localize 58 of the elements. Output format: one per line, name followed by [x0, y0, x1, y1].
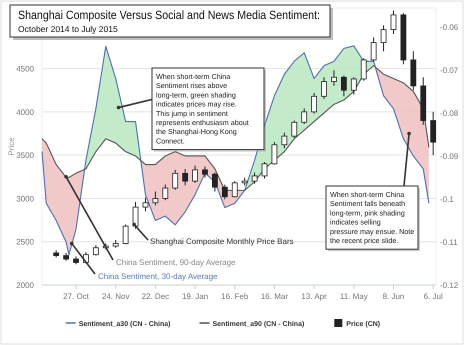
y-axis-title: Price: [7, 136, 16, 156]
y2-tick-label: -0.12: [440, 281, 459, 290]
candlestick: [162, 184, 168, 201]
x-tick-label: 13. Apr: [301, 292, 328, 301]
y-tick-label: 4000: [16, 108, 35, 117]
candlestick: [192, 165, 198, 184]
candlestick: [380, 24, 386, 52]
annotation: China Sentiment, 30-day Average: [98, 272, 218, 281]
candlestick: [212, 172, 218, 192]
candlestick: [92, 244, 99, 256]
candlestick: [132, 201, 138, 230]
candlestick: [122, 224, 129, 245]
candlestick: [222, 184, 228, 200]
text: October 2014 to July 2015: [18, 24, 118, 34]
candlestick: [152, 191, 158, 206]
y2-tick-label: -0.1: [440, 194, 454, 204]
chart-title: Shanghai Composite Versus Social and News Media Sentiment:: [18, 8, 359, 22]
candlestick: [360, 58, 367, 82]
candlestick: [142, 197, 148, 212]
candlestick: [350, 76, 357, 96]
y-tick-label: 2000: [16, 281, 35, 290]
x-tick-label: 6. Jul: [424, 292, 443, 301]
candlestick: [172, 169, 178, 190]
x-tick-label: 16. Mar: [260, 292, 288, 301]
candlestick: [301, 108, 308, 124]
x-tick-label: 16. Feb: [221, 292, 249, 301]
y2-tick-label: -0.07: [440, 66, 459, 75]
annotation: China Sentiment, 90-day Average: [116, 258, 236, 267]
candlestick: [262, 162, 268, 180]
x-tick-label: 11. May: [340, 292, 368, 301]
x-tick-label: 19. Jan: [182, 292, 208, 301]
y-tick-label: 4500: [16, 64, 35, 74]
annotation: Shanghai Composite Monthly Price Bars: [150, 237, 294, 246]
candlestick: [202, 166, 208, 178]
y-tick-label: 3500: [16, 151, 35, 160]
y2-tick-label: -0.11: [440, 238, 458, 247]
x-tick-label: 22. Dec: [142, 292, 170, 301]
candlestick: [311, 92, 318, 114]
candlestick: [272, 142, 278, 166]
candlestick: [430, 111, 436, 156]
x-tick-label: 8. Jun: [382, 292, 404, 301]
y2-tick-label: -0.08: [440, 108, 459, 118]
candlestick: [281, 132, 288, 149]
candlestick: [390, 10, 396, 34]
y-tick-label: 3000: [16, 194, 35, 204]
candlestick: [252, 172, 258, 184]
candlestick: [321, 76, 327, 100]
candlestick: [182, 168, 188, 186]
y-tick-label: 2500: [16, 238, 35, 247]
candlestick: [291, 120, 298, 138]
candlestick: [370, 36, 377, 62]
candlestick: [232, 180, 238, 198]
y2-tick-label: -0.06: [440, 22, 459, 32]
x-tick-label: 24. Nov: [102, 292, 130, 301]
y2-tick-label: -0.09: [440, 152, 459, 161]
candlestick: [340, 75, 347, 97]
candlestick: [331, 70, 337, 86]
x-tick-label: 27. Oct: [63, 292, 90, 301]
